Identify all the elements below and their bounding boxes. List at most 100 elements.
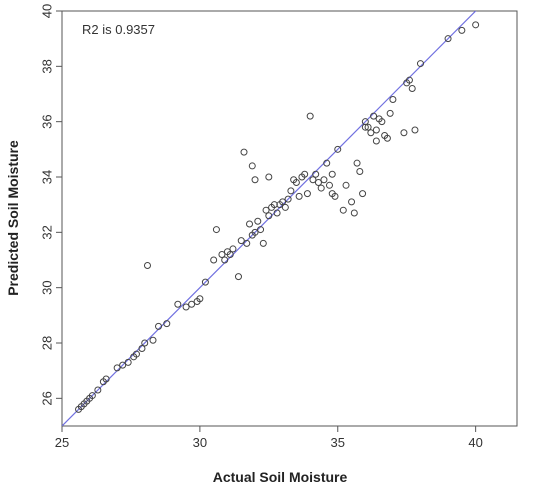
data-point xyxy=(248,162,256,170)
data-point xyxy=(182,303,190,311)
data-point xyxy=(124,358,132,366)
data-point xyxy=(367,129,375,137)
data-point xyxy=(378,118,386,126)
data-point xyxy=(201,278,209,286)
data-point xyxy=(237,237,245,245)
data-point xyxy=(251,176,259,184)
data-point xyxy=(218,250,226,258)
data-point xyxy=(458,26,466,34)
y-tick-label: 28 xyxy=(39,336,54,350)
data-point xyxy=(416,60,424,68)
data-point xyxy=(265,173,273,181)
data-point xyxy=(265,212,273,220)
data-point xyxy=(141,339,149,347)
data-point xyxy=(328,170,336,178)
data-point xyxy=(353,159,361,167)
data-point xyxy=(281,203,289,211)
data-point xyxy=(339,206,347,214)
y-tick-label: 34 xyxy=(39,170,54,184)
x-axis-label: Actual Soil Moisture xyxy=(213,469,348,485)
data-point xyxy=(350,209,358,217)
data-point xyxy=(372,126,380,134)
data-point xyxy=(174,300,182,308)
y-tick-label: 38 xyxy=(39,59,54,73)
data-point xyxy=(210,256,218,264)
y-tick-label: 36 xyxy=(39,114,54,128)
data-point xyxy=(389,96,397,104)
data-point xyxy=(88,392,96,400)
data-point xyxy=(408,84,416,92)
x-tick-label: 25 xyxy=(55,435,69,450)
data-point xyxy=(359,190,367,198)
data-point xyxy=(188,300,196,308)
data-point xyxy=(325,181,333,189)
data-point xyxy=(334,145,342,153)
data-point xyxy=(102,375,110,383)
data-point xyxy=(295,192,303,200)
data-points xyxy=(75,21,480,413)
data-point xyxy=(163,320,171,328)
r2-annotation: R2 is 0.9357 xyxy=(82,22,155,37)
data-point xyxy=(212,226,220,234)
y-tick-label: 32 xyxy=(39,225,54,239)
data-point xyxy=(276,201,284,209)
data-point xyxy=(301,170,309,178)
x-tick-label: 35 xyxy=(331,435,345,450)
data-point xyxy=(364,123,372,131)
data-point xyxy=(221,256,229,264)
data-point xyxy=(243,239,251,247)
data-point xyxy=(226,250,234,258)
data-point xyxy=(320,176,328,184)
data-point xyxy=(472,21,480,29)
data-point xyxy=(273,209,281,217)
data-point xyxy=(132,350,140,358)
data-point xyxy=(411,126,419,134)
data-point xyxy=(348,198,356,206)
data-point xyxy=(240,148,248,156)
data-point xyxy=(312,170,320,178)
data-point xyxy=(94,386,102,394)
data-point xyxy=(257,226,265,234)
data-point xyxy=(284,195,292,203)
data-point xyxy=(229,245,237,253)
data-point xyxy=(386,109,394,117)
data-point xyxy=(234,273,242,281)
y-axis: 26 28 30 32 34 36 38 40 xyxy=(39,4,62,406)
data-point xyxy=(196,295,204,303)
data-point xyxy=(138,345,146,353)
data-point xyxy=(113,364,121,372)
data-point xyxy=(143,262,151,270)
data-point xyxy=(444,35,452,43)
data-point xyxy=(331,192,339,200)
data-point xyxy=(309,176,317,184)
y-tick-label: 26 xyxy=(39,391,54,405)
plot-frame xyxy=(61,10,518,427)
data-point xyxy=(370,112,378,120)
data-point xyxy=(292,179,300,187)
data-point xyxy=(246,220,254,228)
data-point xyxy=(405,76,413,84)
data-point xyxy=(251,228,259,236)
data-point xyxy=(119,361,127,369)
data-point xyxy=(317,184,325,192)
data-point xyxy=(400,129,408,137)
y-tick-label: 40 xyxy=(39,4,54,18)
x-axis: 25 30 35 40 xyxy=(55,426,483,450)
y-axis-label: Predicted Soil Moisture xyxy=(5,140,21,296)
data-point xyxy=(262,206,270,214)
x-tick-label: 40 xyxy=(468,435,482,450)
data-point xyxy=(155,322,163,330)
data-point xyxy=(372,137,380,145)
data-point xyxy=(314,179,322,187)
data-point xyxy=(361,123,369,131)
x-tick-label: 30 xyxy=(193,435,207,450)
data-point xyxy=(383,134,391,142)
data-point xyxy=(306,112,314,120)
data-point xyxy=(149,336,157,344)
data-point xyxy=(303,190,311,198)
data-point xyxy=(323,159,331,167)
regression-line xyxy=(62,11,477,426)
data-point xyxy=(259,239,267,247)
data-point xyxy=(254,217,262,225)
